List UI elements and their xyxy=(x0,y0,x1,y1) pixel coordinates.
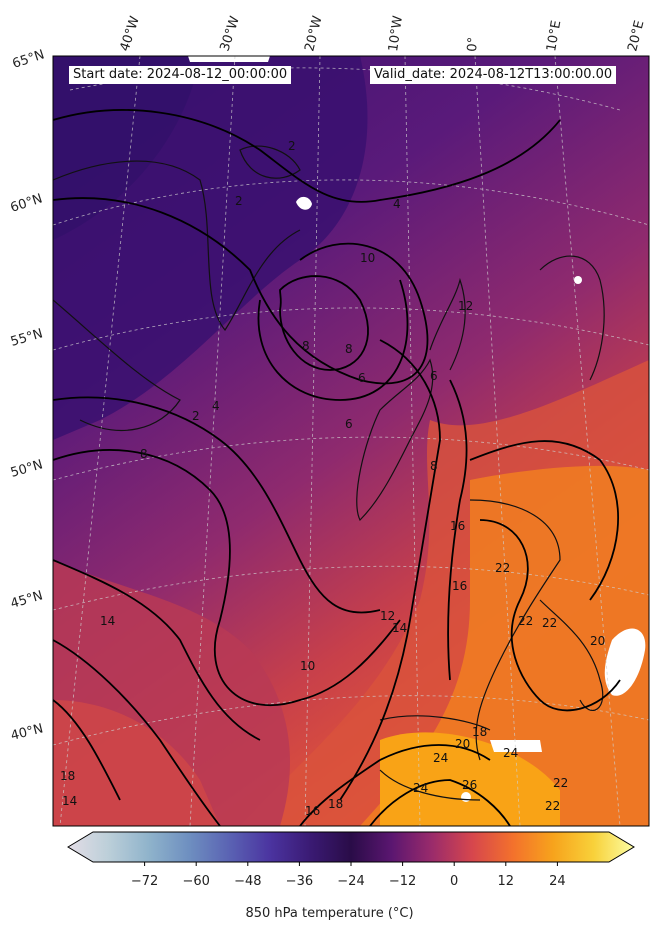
map-frame xyxy=(52,55,650,827)
contour-label: 4 xyxy=(393,197,401,211)
contour-label: 24 xyxy=(413,781,428,795)
lon-label: 20°E xyxy=(625,19,647,53)
contour-label-group: 2 2 2 4 4 6 6 6 8 8 8 8 10 10 12 12 14 1… xyxy=(60,139,605,818)
contour-label: 14 xyxy=(100,614,115,628)
contour-label: 2 xyxy=(235,194,243,208)
contour-label: 8 xyxy=(140,447,148,461)
lat-label: 50°N xyxy=(9,457,45,480)
lon-label: 30°W xyxy=(218,14,243,53)
colorbar-tick-label: 0 xyxy=(450,874,458,889)
colorbar: −72 −60 −48 −36 −24 −12 0 12 24 xyxy=(67,831,635,889)
colorbar-tick-label: −48 xyxy=(234,874,261,889)
contour-label: 6 xyxy=(345,417,353,431)
colorbar-tick-label: −72 xyxy=(131,874,158,889)
colorbar-tick-label: 12 xyxy=(498,874,515,889)
lon-label: 20°W xyxy=(302,14,325,53)
contour-label: 20 xyxy=(590,634,605,648)
contour-label: 8 xyxy=(345,342,353,356)
colorbar-tick-label: −36 xyxy=(286,874,313,889)
lat-label: 60°N xyxy=(9,191,45,215)
contour-label: 16 xyxy=(452,579,467,593)
contour-label: 14 xyxy=(62,794,77,808)
colorbar-tick-label: −24 xyxy=(337,874,364,889)
colorbar-tick-label: 24 xyxy=(549,874,566,889)
contour-label: 14 xyxy=(392,621,407,635)
lon-label: 10°W xyxy=(386,15,406,53)
contour-label: 22 xyxy=(545,799,560,813)
colorbar-tick-label: −60 xyxy=(182,874,209,889)
contour-label: 6 xyxy=(430,369,438,383)
contour-label: 6 xyxy=(358,371,366,385)
contour-label: 16 xyxy=(450,519,465,533)
lat-label: 45°N xyxy=(9,588,45,611)
contour-label: 22 xyxy=(495,561,510,575)
contour-label: 24 xyxy=(503,746,518,760)
lon-label: 10°E xyxy=(544,19,564,52)
contour-label: 26 xyxy=(462,778,477,792)
latitude-labels: 65°N 60°N 55°N 50°N 45°N 40°N xyxy=(9,47,47,743)
contour-label: 2 xyxy=(192,409,200,423)
temperature-field: 2 2 2 4 4 6 6 6 8 8 8 8 10 10 12 12 14 1… xyxy=(53,56,649,826)
start-date-label: Start date: 2024-08-12_00:00:00 xyxy=(69,66,292,84)
contour-label: 8 xyxy=(430,459,438,473)
longitude-labels: 40°W 30°W 20°W 10°W 0° 10°E 20°E xyxy=(118,14,648,53)
contour-label: 24 xyxy=(433,751,448,765)
contour-label: 12 xyxy=(458,299,473,313)
contour-label: 16 xyxy=(305,804,320,818)
lat-label: 55°N xyxy=(9,326,45,349)
contour-label: 18 xyxy=(328,797,343,811)
contour-label: 4 xyxy=(212,399,220,413)
contour-label: 22 xyxy=(553,776,568,790)
contour-label: 18 xyxy=(60,769,75,783)
lon-label: 40°W xyxy=(118,14,143,53)
valid-date-label: Valid_date: 2024-08-12T13:00:00.00 xyxy=(370,66,617,84)
lat-label: 65°N xyxy=(11,47,47,71)
contour-label: 18 xyxy=(472,725,487,739)
contour-label: 22 xyxy=(518,614,533,628)
isotherms xyxy=(53,109,621,826)
contour-label: 20 xyxy=(455,737,470,751)
contour-label: 10 xyxy=(360,251,375,265)
contour-label: 10 xyxy=(300,659,315,673)
coastlines xyxy=(53,145,605,801)
lon-label: 0° xyxy=(465,36,481,52)
contour-label: 22 xyxy=(542,616,557,630)
contour-label: 2 xyxy=(288,139,296,153)
colorbar-label: 850 hPa temperature (°C) xyxy=(245,906,414,921)
contour-label: 8 xyxy=(302,339,310,353)
lat-label: 40°N xyxy=(9,721,44,743)
contour-label: 12 xyxy=(380,609,395,623)
colorbar-tick-label: −12 xyxy=(389,874,416,889)
